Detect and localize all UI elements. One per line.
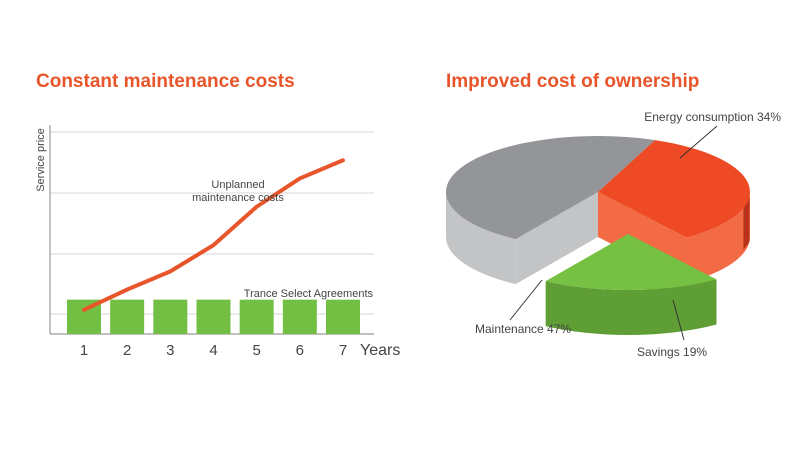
leader-maintenance [509, 279, 543, 321]
bar-2 [110, 299, 145, 334]
pie-edge-energy [743, 196, 750, 250]
pie-label-maintenance: Maintenance 47% [475, 322, 571, 336]
pie-side-maintenance [446, 192, 516, 285]
pie-side-energy [686, 192, 750, 283]
x-axis-label: Years [360, 342, 400, 359]
pie-slice-maintenance [445, 135, 655, 285]
pie-side-savings [545, 279, 717, 335]
y-axis-label: Service price [35, 128, 47, 192]
chart-title-right: Improved cost of ownership [446, 71, 699, 92]
pie-top-maintenance [445, 135, 655, 240]
bar-annotation: Trance Select Agreements [244, 288, 374, 300]
pie-slice-savings [545, 234, 717, 335]
bar-3 [153, 299, 188, 334]
x-tick-5: 5 [252, 342, 260, 359]
pie-top-energy [598, 140, 751, 238]
x-tick-2: 2 [123, 342, 131, 359]
pie-label-savings: Savings 19% [637, 345, 707, 359]
line-annotation-line2: maintenance costs [192, 192, 284, 204]
bar-4 [196, 299, 231, 334]
line-annotation-line1: Unplanned [211, 179, 264, 191]
leader-energy [679, 125, 718, 159]
chart-title-left: Constant maintenance costs [36, 71, 295, 92]
pie-wall-maintenance [515, 192, 598, 285]
leader-savings [672, 299, 685, 341]
pie-leader-lines [509, 125, 718, 341]
x-tick-labels: 1 2 3 4 5 6 7 [80, 342, 347, 359]
pie-chart: Improved cost of ownership Energy consum… [445, 71, 781, 359]
x-tick-3: 3 [166, 342, 174, 359]
x-tick-6: 6 [296, 342, 304, 359]
bar-7 [326, 299, 360, 334]
line-series-unplanned [82, 158, 345, 312]
x-tick-4: 4 [209, 342, 217, 359]
bar-5 [239, 299, 274, 334]
x-tick-7: 7 [339, 342, 347, 359]
pie-top-savings [545, 234, 717, 290]
bar-6 [282, 299, 317, 334]
pie-label-energy: Energy consumption 34% [644, 110, 781, 124]
bar-series [67, 299, 360, 334]
gridlines [50, 131, 374, 315]
x-tick-1: 1 [80, 342, 88, 359]
line-chart: Constant maintenance costs Service price… [35, 71, 400, 359]
pie-slices [445, 135, 751, 335]
